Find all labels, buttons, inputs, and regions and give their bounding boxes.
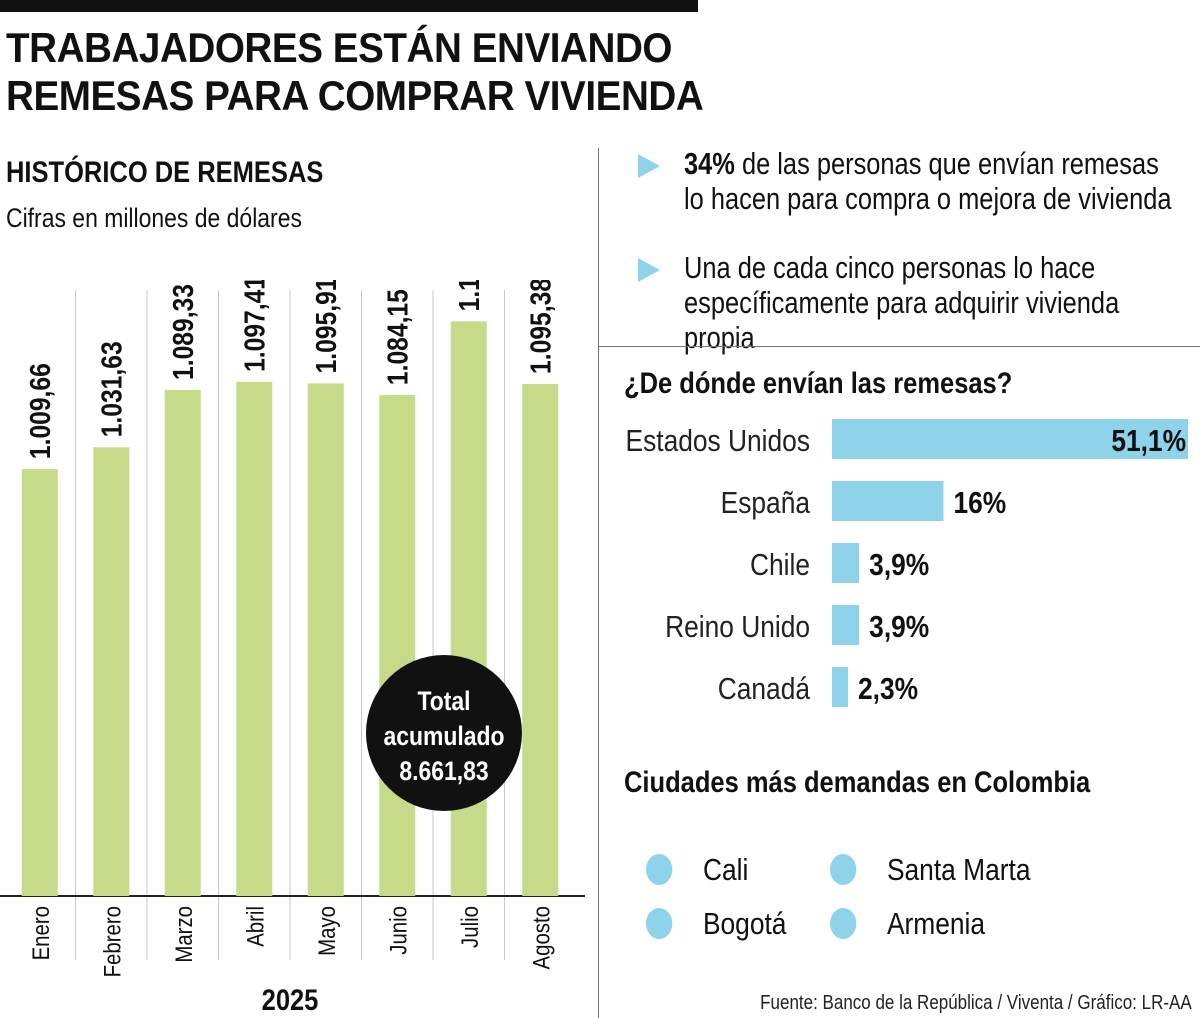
horizontal-divider xyxy=(598,346,1200,347)
city-dot-icon xyxy=(646,854,673,885)
country-label: España xyxy=(721,486,810,520)
city-item: Armenia xyxy=(830,906,985,942)
x-tick-label: Agosto xyxy=(528,906,555,969)
country-bar xyxy=(832,667,849,707)
bar-agosto xyxy=(522,383,559,896)
country-bar xyxy=(832,605,860,645)
source-credit: Fuente: Banco de la República / Viventa … xyxy=(760,992,1192,1014)
x-tick-label: Febrero xyxy=(99,906,126,977)
city-name: Bogotá xyxy=(702,906,787,941)
country-value-label: 16% xyxy=(953,486,1006,520)
country-bar xyxy=(832,543,860,583)
country-label: Reino Unido xyxy=(665,610,810,644)
bullet-body: de las personas que envían remesas lo ha… xyxy=(684,146,1172,216)
bar-value-label: 1.089,33 xyxy=(167,284,199,380)
city-item: Cali xyxy=(646,852,748,888)
main-title-line-1: TRABAJADORES ESTÁN ENVIANDO xyxy=(6,24,672,71)
bar-abril xyxy=(236,381,273,897)
x-tick-label: Junio xyxy=(385,906,412,955)
country-label: Canadá xyxy=(718,672,810,706)
badge-value: 8.661,83 xyxy=(399,756,488,786)
bar-value-label: 1.095,38 xyxy=(524,280,556,374)
bullet-body: Una de cada cinco personas lo hace espec… xyxy=(684,250,1120,355)
bullet-text-2: Una de cada cinco personas lo hace espec… xyxy=(684,250,1176,355)
bar-value-label: 1.031,63 xyxy=(95,341,127,437)
bar-value-label: 1.097,41 xyxy=(238,280,270,372)
bar-junio xyxy=(379,395,416,896)
country-bar xyxy=(832,419,1188,459)
cities-heading: Ciudades más demandas en Colombia xyxy=(624,766,1091,799)
triangle-bullet-icon xyxy=(638,154,660,178)
country-value-label: 3,9% xyxy=(869,610,929,644)
bar-enero xyxy=(21,469,58,896)
city-dot-icon xyxy=(830,908,857,939)
x-tick-label: Enero xyxy=(27,906,54,960)
x-axis-label: 2025 xyxy=(262,983,319,1016)
bar-marzo xyxy=(164,389,201,896)
x-tick-label: Julio xyxy=(456,906,483,948)
top-rule xyxy=(0,0,698,12)
city-name: Armenia xyxy=(886,906,986,941)
remittance-bar-chart: 1.009,66 Enero 1.031,63 Febrero 1.089,33 Marz… xyxy=(0,280,585,1016)
bar-value-label: 1.084,15 xyxy=(381,289,413,385)
badge-circle xyxy=(366,655,522,811)
bar-value-label: 1.158,36 xyxy=(453,280,485,311)
city-dot-icon xyxy=(646,908,673,939)
city-name: Santa Marta xyxy=(886,852,1031,887)
bar-value-label: 1.009,66 xyxy=(24,363,56,459)
bullet-highlight: 34% xyxy=(684,146,735,181)
country-chart-title: ¿De dónde envían las remesas? xyxy=(624,367,1013,400)
city-name: Cali xyxy=(702,852,749,887)
country-label: Estados Unidos xyxy=(626,424,810,458)
city-item: Santa Marta xyxy=(830,852,1030,888)
bar-chart-title: HISTÓRICO DE REMESAS xyxy=(6,156,324,189)
x-tick-label: Abril xyxy=(242,906,269,947)
country-label: Chile xyxy=(750,548,810,582)
bar-febrero xyxy=(93,447,130,896)
vertical-divider xyxy=(598,148,599,1018)
bullet-text-1: 34% de las personas que envían remesas l… xyxy=(684,146,1176,216)
country-value-label: 2,3% xyxy=(858,672,918,706)
bar-mayo xyxy=(307,383,344,896)
bar-value-label: 1.095,91 xyxy=(310,280,342,373)
x-tick-label: Marzo xyxy=(170,906,197,963)
main-title-line-2: REMESAS PARA COMPRAR VIVIENDA xyxy=(6,72,704,119)
city-item: Bogotá xyxy=(646,906,786,942)
triangle-bullet-icon xyxy=(638,258,660,282)
x-tick-label: Mayo xyxy=(313,906,340,956)
bar-chart-subtitle: Cifras en millones de dólares xyxy=(6,203,302,233)
main-title: TRABAJADORES ESTÁN ENVIANDO REMESAS PARA… xyxy=(6,24,705,120)
country-value-label: 51,1% xyxy=(1111,424,1186,458)
country-bar xyxy=(832,481,944,521)
country-value-label: 3,9% xyxy=(869,548,929,582)
country-bar-chart: Estados Unidos 51,1% España 16% Chile 3,9% Rei… xyxy=(626,419,1188,707)
badge-line-2: acumulado xyxy=(383,721,504,751)
total-accumulated-badge: Total acumulado 8.661,83 xyxy=(366,655,522,811)
badge-line-1: Total xyxy=(417,686,470,716)
city-dot-icon xyxy=(830,854,857,885)
